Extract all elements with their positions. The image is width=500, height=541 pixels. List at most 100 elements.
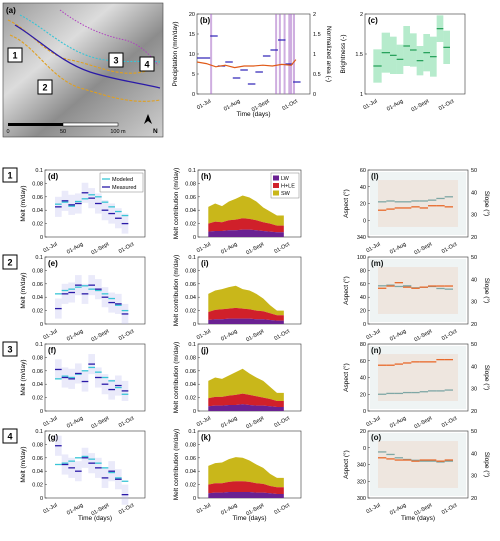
panel-e-ytick: 0.08 [32, 268, 43, 274]
panel-g-ytick: 0.06 [32, 456, 43, 462]
panel-n-xtick: 01-Aug [389, 416, 407, 430]
panel-l-ytick: 0 [363, 218, 366, 224]
precip-highlight-bar [283, 14, 286, 94]
svg-text:2: 2 [42, 83, 47, 93]
panel-g-xtick: 01-Jul [43, 503, 59, 516]
panel-e-frame [44, 256, 146, 325]
panel-f-ytick: 0.02 [32, 396, 43, 402]
svg-text:2: 2 [7, 258, 12, 268]
panel-k-xtick: 01-Oct [274, 502, 292, 516]
panel-h-ytick: 0.06 [185, 195, 196, 201]
slope-envelope [378, 180, 458, 227]
panel-i-xtick: 01-Sept [245, 328, 265, 343]
panel-b-xlabel: Time (days) [236, 111, 270, 118]
panel-m-xtick: 01-Sept [413, 328, 433, 343]
panel-h-ylabel: Melt contribution (m/day) [173, 168, 180, 240]
panel-j-label: (j) [201, 346, 209, 355]
panel-k: (k) 0 0.02 0.04 0.06 0.08 0.1 Melt contribution… [173, 429, 302, 522]
panel-m-xtick: 01-Oct [441, 328, 459, 342]
panel-n-label: (n) [371, 346, 382, 355]
panel-n-ytick-right: 50 [471, 342, 477, 348]
svg-text:1: 1 [12, 51, 17, 61]
panel-o-ytick: 0 [363, 446, 366, 452]
area-SW [208, 195, 284, 226]
panel-o-ytick: 300 [357, 496, 366, 502]
panel-g-ylabel: Melt (m/day) [20, 446, 27, 482]
panel-m-ytick-right: 20 [471, 322, 477, 328]
panel-b-ytick-right: 0.5 [313, 72, 321, 78]
row-label-2: 2 [2, 254, 18, 270]
panel-b-ytick-right: 1 [313, 52, 316, 58]
precip-highlight-bar [290, 14, 293, 94]
panel-g-ytick: 0.08 [32, 442, 43, 448]
panel-k-xlabel: Time (days) [232, 515, 266, 522]
panel-n-ytick-right: 40 [471, 364, 477, 370]
panel-n-ytick: 80 [360, 342, 366, 348]
panel-c-ylabel: Brightness (-) [340, 34, 347, 73]
panel-l-ytick: 20 [360, 202, 366, 208]
panel-h-label: (h) [201, 172, 212, 181]
panel-i-ytick: 0.02 [185, 309, 196, 315]
map-site-4: 4 [139, 56, 155, 72]
panel-l-label: (l) [371, 172, 379, 181]
panel-j-ytick: 0.06 [185, 369, 196, 375]
panel-l-ytick-right: 50 [471, 168, 477, 174]
panel-n-xtick: 01-Oct [441, 415, 459, 429]
panel-i-ylabel: Melt contribution (m/day) [173, 255, 180, 327]
panel-h-ytick: 0 [193, 235, 196, 241]
svg-text:N: N [153, 128, 158, 135]
panel-h-xtick: 01-Oct [274, 241, 292, 255]
panel-o-ytick-right: 30 [471, 474, 477, 480]
panel-d-xtick: 01-Aug [66, 242, 84, 256]
aspect-envelope [370, 259, 466, 322]
legend-measured-label: Measured [112, 185, 136, 191]
panel-e-xtick: 01-Jul [43, 329, 59, 342]
panel-b-xtick: 01-Oct [281, 98, 299, 112]
panel-f-ylabel: Melt (m/day) [20, 359, 27, 395]
panel-b-ytick-right: 1.5 [313, 32, 321, 38]
row-label-3: 3 [2, 341, 18, 357]
panel-m-ytick-right: 50 [471, 255, 477, 261]
area-HLE [208, 393, 284, 407]
panel-e-ytick: 0.1 [35, 255, 43, 261]
panel-f-ytick: 0.06 [32, 369, 43, 375]
panel-m-xtick: 01-Aug [389, 329, 407, 343]
panel-b-xtick: 01-Jul [196, 99, 212, 112]
panel-l-ylabel: Aspect (°) [342, 189, 350, 218]
svg-text:3: 3 [7, 345, 12, 355]
panel-h-ytick: 0.08 [185, 181, 196, 187]
panel-i-ytick: 0 [193, 322, 196, 328]
panel-n-ylabel: Aspect (°) [342, 363, 350, 392]
row-label-4: 4 [2, 428, 18, 444]
panel-b-ytick-right: 0 [313, 92, 316, 98]
panel-i-xtick: 01-Oct [274, 328, 292, 342]
panel-m-ytick: 60 [360, 282, 366, 288]
panel-d-frame [44, 169, 146, 238]
panel-k-ytick: 0.06 [185, 456, 196, 462]
panel-e-ytick: 0.06 [32, 282, 43, 288]
panel-o-ytick-right: 40 [471, 451, 477, 457]
precip-highlight-bar [275, 14, 278, 94]
panel-m-ytick: 20 [360, 309, 366, 315]
panel-h-ytick: 0.1 [188, 168, 196, 174]
svg-text:1: 1 [7, 171, 12, 181]
panel-i-label: (i) [201, 259, 209, 268]
panel-m-label: (m) [371, 259, 384, 268]
panel-o-ytick-right: 20 [471, 496, 477, 502]
precip-highlight-bar [288, 14, 291, 94]
panel-b-ytick: 20 [189, 12, 195, 18]
area-HLE [208, 481, 284, 494]
panel-n: (n) 80 60 40 20 0 Aspect (°) 50 40 30 20 Slope (°) 0… [342, 342, 491, 430]
panel-n-ytick-right: 20 [471, 409, 477, 415]
panel-o-xlabel: Time (days) [401, 515, 435, 522]
panel-o-ytick: 340 [357, 463, 366, 469]
area-SW [208, 285, 284, 316]
panel-f-ytick: 0 [40, 409, 43, 415]
panel-e-xtick: 01-Sept [90, 328, 110, 343]
map-panel: (a) 1 2 3 4 0 50 100 m N [2, 2, 164, 138]
panel-j: (j) 0 0.02 0.04 0.06 0.08 0.1 Melt contribution… [173, 342, 302, 430]
panel-g-frame [44, 430, 146, 499]
panel-e: (e) 0 0.02 0.04 0.06 0.08 0.1 Melt (m/day) 01-Ju… [20, 255, 146, 343]
panel-l-ytick: 60 [360, 168, 366, 174]
